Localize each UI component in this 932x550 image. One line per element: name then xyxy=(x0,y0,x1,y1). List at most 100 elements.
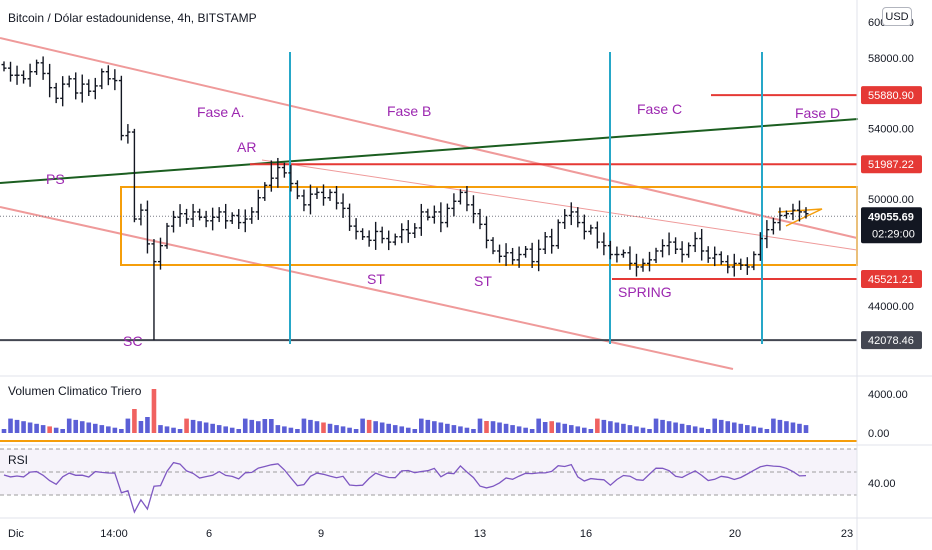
price-level-tag: 45521.21 xyxy=(861,269,922,288)
ohlc-bar xyxy=(92,77,98,100)
volume-bar xyxy=(405,427,411,433)
volume-bar xyxy=(164,426,170,433)
ohlc-bar xyxy=(647,251,653,272)
ohlc-bar xyxy=(353,218,359,240)
volume-bar xyxy=(275,425,281,433)
ohlc-bar xyxy=(86,79,92,97)
ohlc-bar xyxy=(470,195,476,224)
volume-bar xyxy=(282,426,287,433)
volume-bar xyxy=(14,419,20,433)
volume-bar xyxy=(660,419,665,433)
ohlc-bar xyxy=(373,221,379,250)
volume-bar xyxy=(190,419,196,433)
channel-upper-line xyxy=(0,37,858,239)
ohlc-bar xyxy=(262,182,268,201)
ohlc-bar xyxy=(157,237,163,270)
ohlc-bar xyxy=(347,203,353,231)
volume-bar xyxy=(458,426,463,433)
ohlc-bar xyxy=(588,224,594,235)
price-tick-label: 58000.00 xyxy=(868,53,914,65)
ohlc-bar xyxy=(184,208,190,224)
ohlc-bar xyxy=(601,232,607,256)
ohlc-bar xyxy=(738,258,744,270)
volume-bar xyxy=(529,429,535,433)
volume-tick-label: 4000.00 xyxy=(868,389,908,401)
volume-bar xyxy=(177,429,183,433)
volume-bar xyxy=(360,418,365,433)
annotations: PS SC AR ST ST SPRING Fase A. Fase B Fas… xyxy=(46,101,840,349)
ohlc-bar xyxy=(568,202,574,226)
volume-bar xyxy=(608,421,613,433)
volume-bar xyxy=(758,427,763,433)
ohlc-bar xyxy=(497,244,503,263)
volume-bar xyxy=(647,429,652,433)
time-tick-label: 23 xyxy=(841,528,853,540)
currency-button[interactable]: USD xyxy=(882,7,912,26)
volume-bar xyxy=(745,425,750,433)
volume-bar xyxy=(288,427,294,433)
ohlc-bar xyxy=(1,61,7,72)
ohlc-bar xyxy=(138,203,144,226)
ohlc-bar xyxy=(464,186,470,212)
volume-indicator-label[interactable]: Volumen Climatico Triero xyxy=(8,384,142,398)
volume-bar xyxy=(653,418,659,433)
volume-bar xyxy=(379,422,385,433)
volume-bar xyxy=(314,421,320,433)
price-level-tag: 51987.22 xyxy=(861,155,922,174)
ohlc-bar xyxy=(803,207,809,219)
volume-bar xyxy=(334,425,339,433)
time-tick-label: 13 xyxy=(474,528,486,540)
rsi-indicator-label[interactable]: RSI xyxy=(8,453,29,467)
time-tick-label: Dic xyxy=(8,528,24,540)
ohlc-bar xyxy=(523,246,529,258)
annotation-st-2: ST xyxy=(474,273,492,289)
volume-bar xyxy=(249,419,255,433)
ohlc-bar xyxy=(47,63,53,98)
ohlc-bar xyxy=(366,230,372,247)
volume-bar xyxy=(216,425,222,433)
ohlc-bar xyxy=(555,219,561,249)
ohlc-bar xyxy=(210,207,216,231)
ohlc-bar xyxy=(216,207,222,223)
ohlc-bar xyxy=(627,246,633,270)
symbol-title: Bitcoin / Dólar estadounidense, 4h, BITS… xyxy=(8,11,257,25)
price-pane[interactable] xyxy=(0,37,859,370)
ohlc-bar xyxy=(249,207,255,224)
ohlc-bar xyxy=(53,82,59,104)
price-tick-label: 50000.00 xyxy=(868,194,914,206)
volume-pane[interactable] xyxy=(0,389,857,442)
ohlc-bar xyxy=(457,189,463,205)
volume-bar xyxy=(549,421,555,433)
ohlc-bar xyxy=(79,74,85,103)
ohlc-bar xyxy=(549,228,555,254)
volume-bar xyxy=(679,423,685,433)
ohlc-bar xyxy=(320,184,326,206)
volume-bar xyxy=(66,418,72,433)
price-level-tag-text: 45521.21 xyxy=(868,274,914,286)
last-price-value: 49055.69 xyxy=(868,211,914,223)
volume-bar xyxy=(106,426,111,433)
ohlc-bar xyxy=(790,203,796,221)
ohlc-bar xyxy=(666,232,672,256)
ohlc-bar xyxy=(653,247,659,264)
volume-bar xyxy=(803,425,809,433)
annotation-phase-a: Fase A. xyxy=(197,104,244,120)
volume-bar xyxy=(497,422,502,433)
annotation-spring: SPRING xyxy=(618,284,672,300)
volume-bar xyxy=(1,429,7,433)
volume-bar xyxy=(438,422,444,433)
volume-bar xyxy=(705,429,711,433)
ohlc-bar xyxy=(620,249,626,258)
ohlc-bar xyxy=(112,69,118,91)
volume-bar xyxy=(595,418,600,433)
ohlc-bar xyxy=(105,65,111,86)
volume-bar xyxy=(471,429,476,433)
volume-bar xyxy=(86,422,92,433)
ohlc-bar xyxy=(66,75,72,88)
price-tick-label: 54000.00 xyxy=(868,124,914,136)
ohlc-bar xyxy=(607,240,613,260)
rsi-pane[interactable] xyxy=(0,448,857,514)
volume-bar xyxy=(673,422,678,433)
volume-bar xyxy=(203,422,209,433)
